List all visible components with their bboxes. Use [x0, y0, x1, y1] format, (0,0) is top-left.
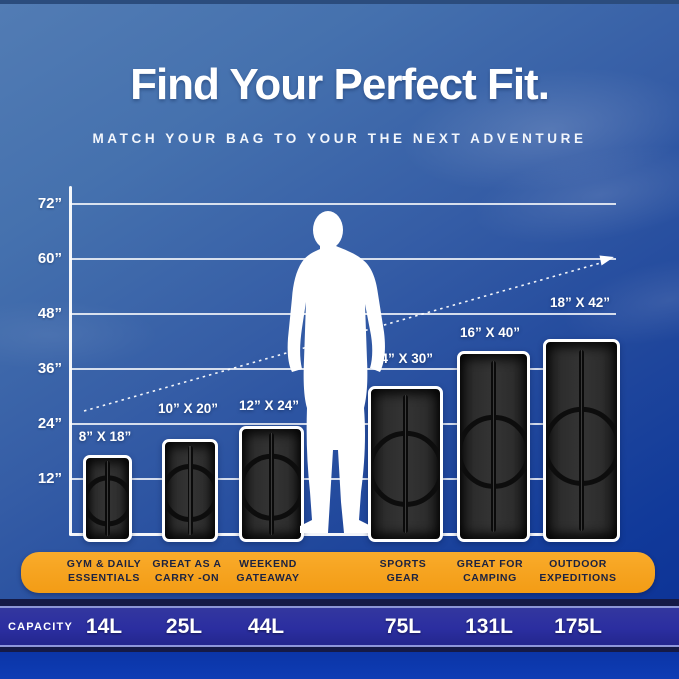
use-label-sports: SPORTS GEAR — [379, 558, 427, 584]
x-axis-baseline — [69, 533, 617, 536]
bag-zipper — [579, 349, 584, 532]
bag-zipper — [403, 395, 408, 533]
bag-zipper — [269, 433, 274, 535]
capacity-value-6: 175L — [554, 615, 602, 638]
bag-size-label-6: 18” X 42” — [549, 295, 611, 310]
capacity-strip-bottom-line — [0, 645, 679, 647]
bag-size-label-5: 16” X 40” — [459, 325, 521, 340]
use-label-camping: GREAT FOR CAMPING — [456, 558, 524, 584]
duffel-bag-44l — [239, 426, 304, 542]
duffel-bag-175l — [543, 339, 620, 542]
footer-strip — [0, 652, 679, 679]
use-label-gym: GYM & DAILY ESSENTIALS — [66, 558, 142, 584]
y-tick-48: 48” — [37, 305, 62, 322]
capacity-value-2: 25L — [165, 615, 203, 638]
y-axis-line — [69, 186, 72, 535]
duffel-bag-131l — [457, 351, 530, 542]
y-tick-72: 72” — [37, 195, 62, 212]
page-title: Find Your Perfect Fit. — [130, 60, 550, 109]
bag-zipper — [491, 361, 496, 532]
capacity-strip — [0, 608, 679, 646]
capacity-strip-top-line — [0, 606, 679, 608]
capacity-value-5: 131L — [465, 615, 513, 638]
bag-zipper — [187, 445, 193, 536]
page-subtitle: MATCH YOUR BAG TO YOUR THE NEXT ADVENTUR… — [92, 131, 587, 146]
bag-size-label-1: 8” X 18” — [78, 429, 132, 444]
bag-size-label-2: 10” X 20” — [157, 401, 219, 416]
capacity-row-label: CAPACITY — [8, 621, 74, 633]
y-tick-36: 36” — [37, 360, 62, 377]
use-label-carryon: GREAT AS A CARRY -ON — [152, 558, 222, 584]
use-case-banner — [21, 552, 655, 593]
capacity-value-4: 75L — [384, 615, 422, 638]
duffel-bag-14l — [83, 455, 132, 542]
bag-size-label-4: 14” X 30” — [372, 351, 434, 366]
duffel-bag-75l — [368, 386, 443, 542]
gridline-72in — [70, 203, 616, 205]
use-label-weekend: WEEKEND GATEAWAY — [236, 558, 300, 584]
capacity-value-3: 44L — [247, 615, 285, 638]
bag-size-label-3: 12” X 24” — [238, 398, 300, 413]
capacity-value-1: 14L — [85, 615, 123, 638]
y-tick-24: 24” — [37, 415, 62, 432]
bag-zipper — [105, 461, 110, 536]
y-tick-12: 12” — [37, 470, 62, 487]
human-silhouette — [287, 211, 385, 533]
use-label-expeditions: OUTDOOR EXPEDITIONS — [539, 558, 617, 584]
y-tick-60: 60” — [37, 250, 62, 267]
cloud-streak — [464, 128, 679, 262]
top-border-strip — [0, 0, 679, 4]
duffel-bag-25l — [162, 439, 218, 542]
